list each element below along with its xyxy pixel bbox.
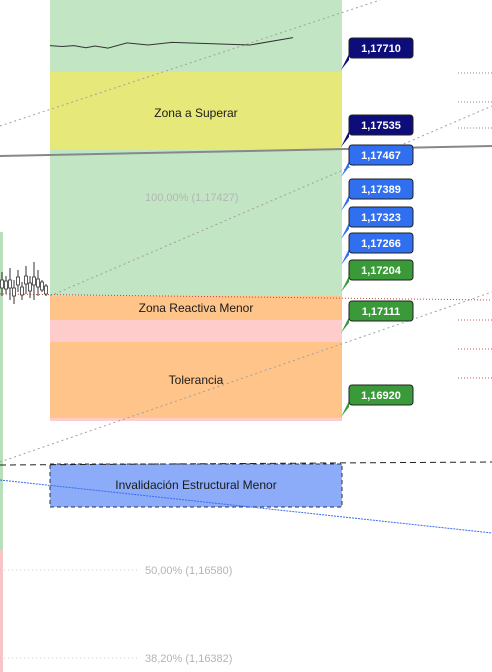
price-tags: 1,17710 1,17535 1,17467 1,17389 1,17323 1,172… xyxy=(341,37,414,417)
candle-body xyxy=(40,281,44,291)
zone-reactiva-rect xyxy=(50,296,342,320)
price-tag-label: 1,17535 xyxy=(361,120,401,132)
dotted-blue-line xyxy=(0,479,492,534)
price-tag-box xyxy=(348,114,414,136)
price-tag: 1,17204 xyxy=(341,259,414,292)
price-tag: 1,17323 xyxy=(341,206,414,239)
price-tag-box xyxy=(348,37,414,59)
price-tag-label: 1,17323 xyxy=(361,212,401,224)
price-tag-pointer xyxy=(341,276,349,292)
historical-candles xyxy=(0,262,48,304)
candle-body xyxy=(0,279,4,289)
zone-tolerancia-bottom-band xyxy=(50,418,342,421)
candle-body xyxy=(4,280,8,290)
candle-body xyxy=(12,287,16,297)
price-tag-box xyxy=(348,206,414,228)
candle-body xyxy=(8,279,12,289)
zone-tolerancia-label: Tolerancia xyxy=(169,373,224,387)
price-tag-pointer xyxy=(341,401,349,417)
trend-dotted-middle xyxy=(49,105,492,297)
zone-invalidacion-rect xyxy=(49,463,343,508)
price-tag-label: 1,17710 xyxy=(361,43,401,55)
price-tag-pointer xyxy=(341,54,349,70)
trend-dotted-lower xyxy=(0,291,492,463)
price-tag: 1,17389 xyxy=(341,178,414,211)
candle-body xyxy=(36,278,40,288)
price-tag: 1,16920 xyxy=(341,384,414,417)
dashed-black-line xyxy=(0,461,492,466)
price-tag-box xyxy=(348,259,414,281)
price-tag-box xyxy=(348,384,414,406)
price-tag-pointer xyxy=(341,161,349,177)
price-tag-pointer xyxy=(341,223,349,239)
candle-body xyxy=(24,275,28,285)
price-tag-label: 1,17111 xyxy=(362,306,401,318)
price-tag-pointer xyxy=(341,195,349,211)
zone-superar-label: Zona a Superar xyxy=(154,106,237,120)
price-tag: 1,17710 xyxy=(341,37,414,70)
candle-body xyxy=(32,276,36,286)
price-tag-pointer xyxy=(341,317,349,333)
zone-tolerancia-rect xyxy=(50,342,342,418)
price-tag: 1,17467 xyxy=(341,144,414,177)
price-tag-label: 1,16920 xyxy=(361,390,401,402)
left-green-band xyxy=(0,232,3,550)
candle-body xyxy=(44,285,48,295)
price-tag-label: 1,17266 xyxy=(361,238,401,250)
zone-superar-rect xyxy=(50,72,342,150)
dotted-red-line xyxy=(0,293,492,301)
price-tag: 1,17535 xyxy=(341,114,414,147)
trend-dotted-upper xyxy=(0,0,381,127)
price-tag-box xyxy=(348,178,414,200)
price-tag-pointer xyxy=(341,249,349,265)
price-tag: 1,17266 xyxy=(341,232,414,265)
zone-pink-band xyxy=(50,320,342,342)
fib-label-100: 100,00% (1,17427) xyxy=(145,192,239,204)
fib-label-38: 38,20% (1,16382) xyxy=(145,653,232,665)
zone-invalidacion-label: Invalidación Estructural Menor xyxy=(115,478,276,492)
price-tag: 1,17111 xyxy=(341,300,414,333)
price-tag-pointer xyxy=(341,131,349,147)
price-tag-label: 1,17467 xyxy=(361,150,401,162)
price-tag-label: 1,17389 xyxy=(361,184,401,196)
price-tag-box xyxy=(348,144,414,166)
fib-label-50: 50,00% (1,16580) xyxy=(145,565,232,577)
zone-reactiva-label: Zona Reactiva Menor xyxy=(139,301,254,315)
candle-body xyxy=(28,282,32,292)
candle-body xyxy=(20,286,24,296)
price-tag-box xyxy=(348,232,414,254)
price-tag-box xyxy=(348,300,414,322)
right-edge-ticks xyxy=(458,72,492,379)
price-tag-label: 1,17204 xyxy=(361,265,402,277)
left-red-band xyxy=(0,550,3,672)
candle-body xyxy=(16,276,20,286)
projection-path xyxy=(49,37,294,49)
